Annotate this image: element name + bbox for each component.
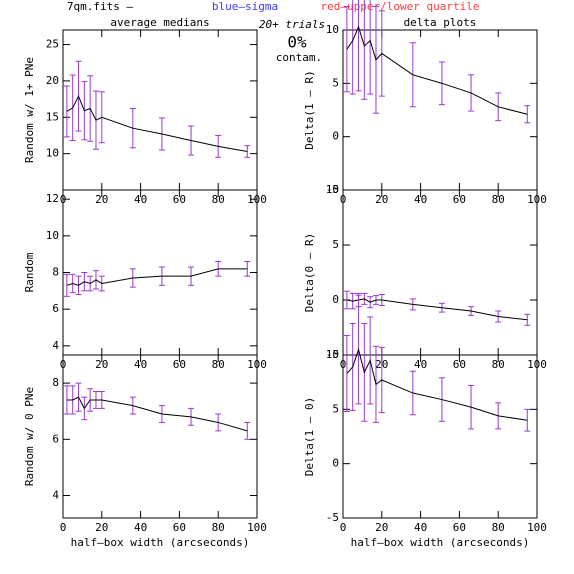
x-tick-label: 20 xyxy=(95,521,108,534)
y-axis-label: Random w/ 0 PNe xyxy=(23,387,36,486)
x-tick-label: 60 xyxy=(173,193,186,206)
data-line xyxy=(346,298,528,321)
x-axis-label: half–box width (arcseconds) xyxy=(71,536,250,549)
x-tick-label: 40 xyxy=(134,358,147,371)
panel-frame xyxy=(342,29,538,191)
y-tick-label: 12 xyxy=(46,192,59,205)
x-tick-label: 40 xyxy=(414,193,427,206)
y-axis-label: Delta(1 – R) xyxy=(303,70,316,149)
x-tick-label: 20 xyxy=(375,193,388,206)
y-tick-label: 10 xyxy=(326,183,339,196)
y-tick-label: -5 xyxy=(326,511,339,524)
x-tick-label: 20 xyxy=(95,358,108,371)
column-title: average medians xyxy=(110,16,209,29)
y-tick-label: 5 xyxy=(332,76,339,89)
data-line xyxy=(66,94,248,152)
column-title: delta plots xyxy=(404,16,477,29)
x-tick-label: 80 xyxy=(492,193,505,206)
header-sigma: blue–sigma xyxy=(212,0,278,13)
y-tick-label: 8 xyxy=(52,376,59,389)
x-tick-label: 0 xyxy=(340,521,347,534)
x-tick-label: 60 xyxy=(453,358,466,371)
y-axis-label: Random xyxy=(23,252,36,292)
y-tick-label: 4 xyxy=(52,489,59,502)
panel-frame xyxy=(342,354,538,519)
y-tick-label: -5 xyxy=(326,348,339,361)
x-tick-label: 80 xyxy=(492,358,505,371)
y-tick-label: 10 xyxy=(46,229,59,242)
y-axis-label: Delta(1 – 0) xyxy=(303,397,316,476)
x-tick-label: 60 xyxy=(453,521,466,534)
y-tick-label: -5 xyxy=(326,183,339,196)
data-line xyxy=(346,347,528,421)
x-tick-label: 40 xyxy=(414,358,427,371)
panel-frame xyxy=(62,189,258,356)
panel-frame xyxy=(62,354,258,519)
y-tick-label: 0 xyxy=(332,293,339,306)
y-tick-label: 8 xyxy=(52,266,59,279)
x-tick-label: 40 xyxy=(414,521,427,534)
y-tick-label: 5 xyxy=(332,238,339,251)
y-tick-label: 0 xyxy=(332,457,339,470)
panel-frame xyxy=(342,189,538,356)
y-tick-label: 15 xyxy=(46,110,59,123)
x-tick-label: 60 xyxy=(173,358,186,371)
y-tick-label: 10 xyxy=(326,348,339,361)
x-tick-label: 100 xyxy=(247,521,267,534)
header-quartile: red–upper/lower quartile xyxy=(321,0,480,13)
y-tick-label: 20 xyxy=(46,74,59,87)
x-tick-label: 60 xyxy=(453,193,466,206)
x-axis-label: half–box width (arcseconds) xyxy=(351,536,530,549)
x-tick-label: 0 xyxy=(60,521,67,534)
data-line xyxy=(346,25,528,115)
data-line xyxy=(66,268,248,286)
y-tick-label: 5 xyxy=(332,402,339,415)
y-tick-label: 0 xyxy=(332,130,339,143)
panel-frame xyxy=(62,29,258,191)
y-axis-label: Delta(0 – R) xyxy=(303,233,316,312)
x-tick-label: 80 xyxy=(212,521,225,534)
y-tick-label: 6 xyxy=(52,432,59,445)
x-tick-label: 100 xyxy=(527,521,547,534)
annotation-trials: 20+ trials xyxy=(259,18,325,31)
x-tick-label: 80 xyxy=(492,521,505,534)
data-line xyxy=(66,396,248,432)
y-tick-label: 10 xyxy=(326,23,339,36)
y-tick-label: 10 xyxy=(46,147,59,160)
x-tick-label: 40 xyxy=(134,521,147,534)
annotation-contam: contam. xyxy=(276,51,322,64)
x-tick-label: 60 xyxy=(173,521,186,534)
y-tick-label: 4 xyxy=(52,339,59,352)
header-file: 7qm.fits – xyxy=(67,0,134,13)
y-tick-label: 6 xyxy=(52,302,59,315)
x-tick-label: 20 xyxy=(95,193,108,206)
x-tick-label: 40 xyxy=(134,193,147,206)
x-tick-label: 80 xyxy=(212,358,225,371)
x-tick-label: 80 xyxy=(212,193,225,206)
y-tick-label: 25 xyxy=(46,38,59,51)
x-tick-label: 20 xyxy=(375,521,388,534)
annotation-percent: 0% xyxy=(287,33,307,52)
y-axis-label: Random w/ 1+ PNe xyxy=(23,57,36,163)
